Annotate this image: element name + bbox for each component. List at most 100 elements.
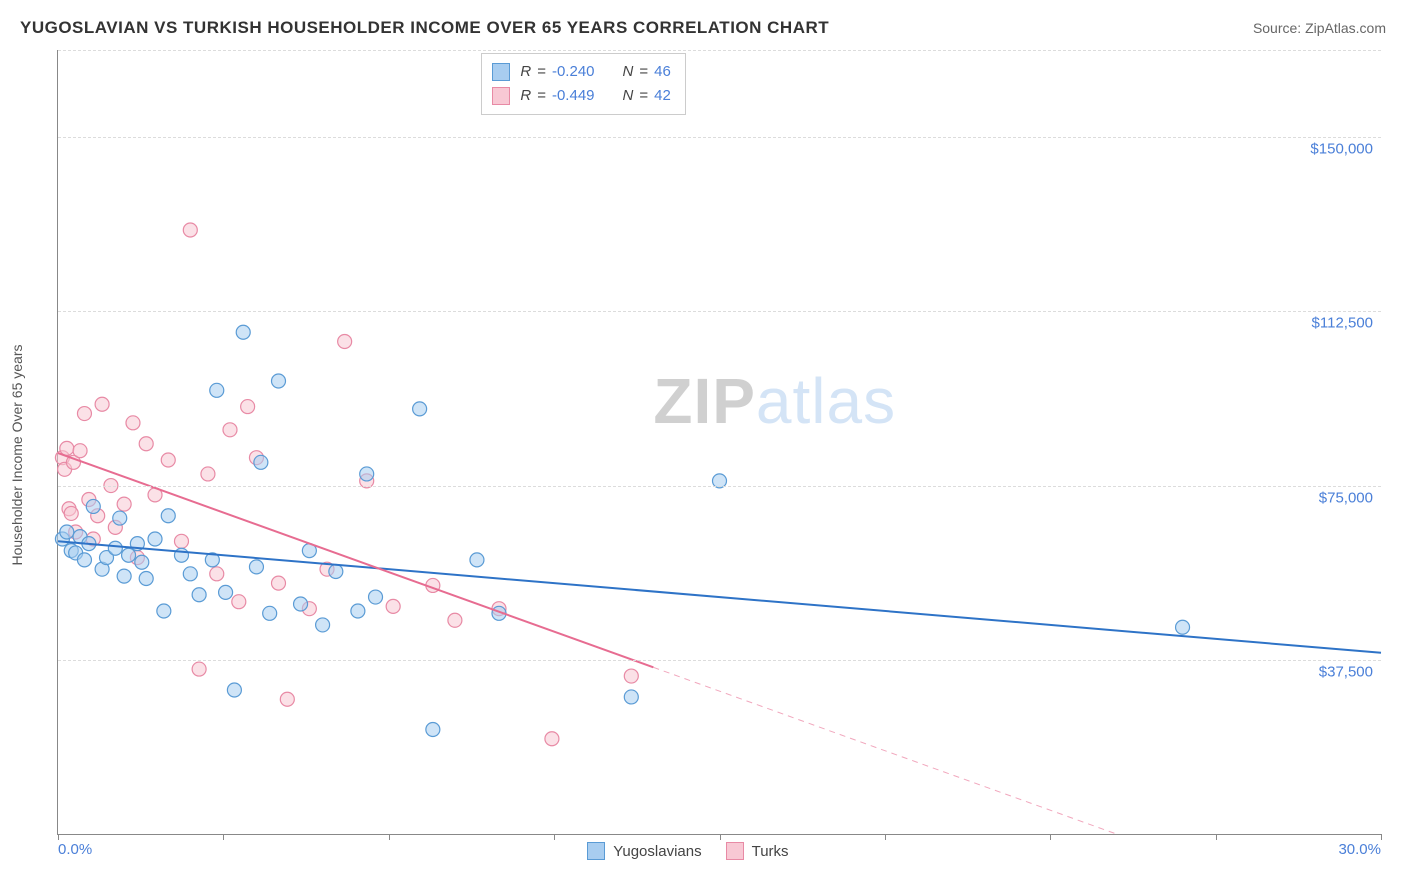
scatter-point-yugoslavians xyxy=(1176,620,1190,634)
legend-item-yugoslavians: Yugoslavians xyxy=(587,842,701,860)
y-axis-label: Householder Income Over 65 years xyxy=(9,345,25,566)
swatch-icon xyxy=(587,842,605,860)
scatter-point-yugoslavians xyxy=(470,553,484,567)
scatter-point-turks xyxy=(174,534,188,548)
stat-n-label: N xyxy=(623,84,634,108)
scatter-point-yugoslavians xyxy=(369,590,383,604)
scatter-point-turks xyxy=(60,441,74,455)
source-attribution: Source: ZipAtlas.com xyxy=(1253,20,1386,36)
scatter-point-turks xyxy=(386,599,400,613)
legend-label: Turks xyxy=(752,843,789,860)
scatter-point-turks xyxy=(624,669,638,683)
stats-row-yugoslavians: R=-0.240N=46 xyxy=(492,60,670,84)
scatter-point-yugoslavians xyxy=(360,467,374,481)
scatter-point-yugoslavians xyxy=(135,555,149,569)
scatter-point-turks xyxy=(126,416,140,430)
y-tick-label: $75,000 xyxy=(1319,489,1373,506)
chart-title: YUGOSLAVIAN VS TURKISH HOUSEHOLDER INCOM… xyxy=(20,18,829,38)
scatter-point-turks xyxy=(232,595,246,609)
scatter-point-yugoslavians xyxy=(227,683,241,697)
scatter-point-yugoslavians xyxy=(60,525,74,539)
stats-row-turks: R=-0.449N=42 xyxy=(492,84,670,108)
scatter-point-yugoslavians xyxy=(413,402,427,416)
scatter-point-yugoslavians xyxy=(157,604,171,618)
gridline xyxy=(58,486,1381,487)
stat-r-label: R xyxy=(520,84,531,108)
scatter-point-yugoslavians xyxy=(77,553,91,567)
x-tick xyxy=(58,834,59,840)
y-tick-label: $112,500 xyxy=(1312,315,1373,332)
x-tick xyxy=(885,834,886,840)
scatter-point-yugoslavians xyxy=(329,565,343,579)
stats-legend: R=-0.240N=46R=-0.449N=42 xyxy=(481,53,685,115)
scatter-point-yugoslavians xyxy=(122,548,136,562)
scatter-point-turks xyxy=(223,423,237,437)
scatter-point-yugoslavians xyxy=(113,511,127,525)
y-tick-label: $150,000 xyxy=(1310,141,1373,158)
scatter-point-turks xyxy=(201,467,215,481)
scatter-point-turks xyxy=(77,407,91,421)
scatter-point-turks xyxy=(183,223,197,237)
scatter-point-turks xyxy=(241,400,255,414)
scatter-point-turks xyxy=(545,732,559,746)
x-tick xyxy=(554,834,555,840)
scatter-point-yugoslavians xyxy=(117,569,131,583)
stat-r-value: -0.449 xyxy=(552,84,595,108)
scatter-point-yugoslavians xyxy=(219,585,233,599)
stat-r-label: R xyxy=(520,60,531,84)
x-tick xyxy=(1381,834,1382,840)
scatter-point-yugoslavians xyxy=(249,560,263,574)
scatter-point-yugoslavians xyxy=(183,567,197,581)
category-legend: Yugoslavians Turks xyxy=(587,842,788,860)
x-tick xyxy=(1216,834,1217,840)
source-link[interactable]: ZipAtlas.com xyxy=(1305,20,1386,36)
scatter-point-yugoslavians xyxy=(426,722,440,736)
equals-icon: = xyxy=(639,84,648,108)
scatter-point-turks xyxy=(117,497,131,511)
gridline xyxy=(58,660,1381,661)
scatter-point-yugoslavians xyxy=(624,690,638,704)
scatter-point-yugoslavians xyxy=(139,571,153,585)
x-tick xyxy=(389,834,390,840)
scatter-point-yugoslavians xyxy=(192,588,206,602)
scatter-point-turks xyxy=(192,662,206,676)
source-prefix: Source: xyxy=(1253,20,1305,36)
x-max-label: 30.0% xyxy=(1338,841,1381,858)
y-tick-label: $37,500 xyxy=(1319,663,1373,680)
scatter-point-yugoslavians xyxy=(108,541,122,555)
swatch-icon xyxy=(726,842,744,860)
swatch-icon xyxy=(492,63,510,81)
scatter-point-turks xyxy=(73,444,87,458)
stat-r-value: -0.240 xyxy=(552,60,595,84)
x-tick xyxy=(1050,834,1051,840)
scatter-point-turks xyxy=(448,613,462,627)
legend-label: Yugoslavians xyxy=(613,843,701,860)
scatter-point-yugoslavians xyxy=(148,532,162,546)
scatter-point-turks xyxy=(161,453,175,467)
x-tick xyxy=(223,834,224,840)
scatter-point-yugoslavians xyxy=(316,618,330,632)
legend-item-turks: Turks xyxy=(726,842,789,860)
swatch-icon xyxy=(492,87,510,105)
equals-icon: = xyxy=(537,84,546,108)
scatter-point-yugoslavians xyxy=(210,383,224,397)
scatter-point-yugoslavians xyxy=(272,374,286,388)
chart-header: YUGOSLAVIAN VS TURKISH HOUSEHOLDER INCOM… xyxy=(20,18,1386,38)
scatter-point-yugoslavians xyxy=(161,509,175,523)
chart-container: Householder Income Over 65 years $37,500… xyxy=(45,50,1381,860)
scatter-point-yugoslavians xyxy=(351,604,365,618)
x-min-label: 0.0% xyxy=(58,841,92,858)
scatter-point-turks xyxy=(95,397,109,411)
scatter-point-turks xyxy=(139,437,153,451)
gridline xyxy=(58,137,1381,138)
x-tick xyxy=(720,834,721,840)
scatter-point-yugoslavians xyxy=(263,606,277,620)
stat-n-value: 42 xyxy=(654,84,671,108)
trend-line-turks-extrapolated xyxy=(653,667,1116,834)
scatter-point-yugoslavians xyxy=(294,597,308,611)
scatter-point-yugoslavians xyxy=(86,499,100,513)
scatter-point-yugoslavians xyxy=(254,455,268,469)
stat-n-label: N xyxy=(623,60,634,84)
scatter-point-turks xyxy=(272,576,286,590)
scatter-point-yugoslavians xyxy=(236,325,250,339)
